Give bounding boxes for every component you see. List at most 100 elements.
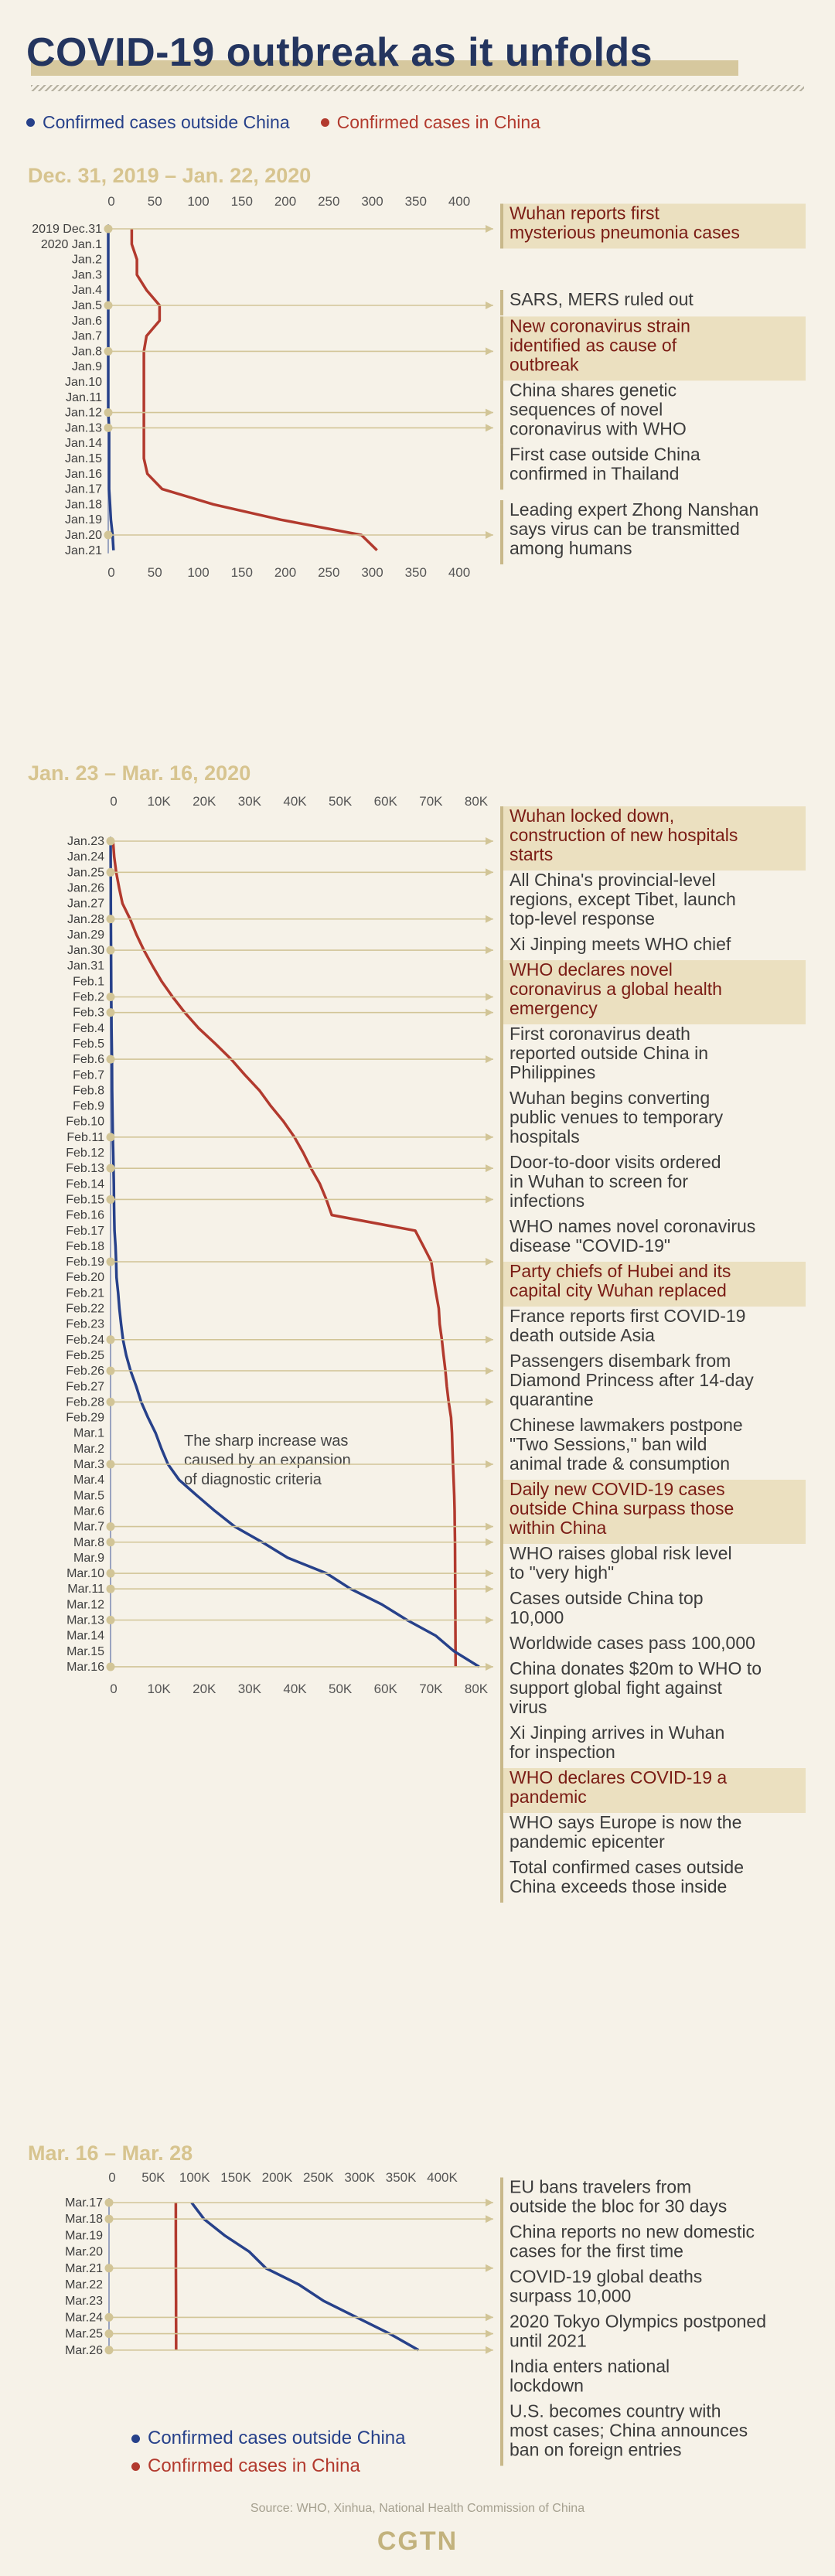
event-bar	[500, 1416, 503, 1480]
date-label: Mar.3	[73, 1458, 104, 1471]
event-marker	[106, 1616, 115, 1624]
x-tick-label: 0	[110, 1682, 117, 1696]
event-marker	[106, 1257, 115, 1266]
event-bar	[500, 960, 503, 1024]
date-label: Mar.15	[66, 1645, 104, 1658]
event-marker	[104, 301, 113, 310]
event-marker	[106, 1008, 115, 1017]
legend-label-outside: Confirmed cases outside China	[43, 112, 290, 132]
panel-2: 0 0 10K 10K 20K 20K 30K 30K 40K 40K 50K 50K 60K 60K 70…	[66, 794, 806, 1903]
x-tick-label: 150	[231, 194, 253, 209]
date-label: Jan.29	[67, 929, 104, 942]
x-tick-label: 10K	[148, 1682, 172, 1696]
event-text: 2020 Tokyo Olympics postponed until 2021	[510, 2312, 766, 2351]
event-bar	[500, 1217, 503, 1262]
x-tick-label: 300	[361, 565, 383, 580]
x-tick-label: 350	[405, 565, 427, 580]
date-label: Feb.16	[66, 1209, 104, 1222]
event-highlight-box	[500, 1262, 806, 1307]
date-label: Feb.26	[66, 1365, 104, 1378]
event-marker	[104, 2214, 114, 2223]
event-text-line: pandemic epicenter	[510, 1831, 665, 1852]
x-tick-label: 100K	[179, 2170, 210, 2185]
event-text-line: First coronavirus death	[510, 1024, 690, 1044]
event-text-line: France reports first COVID-19	[510, 1306, 745, 1326]
legend-top: Confirmed cases outside China Confirmed …	[26, 112, 540, 133]
event-text: First case outside China confirmed in Tha…	[510, 444, 700, 483]
date-label: Mar.18	[65, 2213, 103, 2226]
date-label: Jan.25	[67, 866, 104, 879]
event-highlight-box	[500, 806, 806, 871]
date-label: Feb.22	[66, 1303, 104, 1316]
legend-item-outside: Confirmed cases outside China	[26, 112, 290, 133]
date-label: Mar.6	[73, 1504, 104, 1518]
event-text: Worldwide cases pass 100,000	[510, 1633, 755, 1653]
date-label: Jan.4	[72, 284, 102, 297]
event-highlight-box	[500, 316, 806, 381]
date-label: Mar.22	[65, 2278, 103, 2291]
event-bar	[500, 316, 503, 381]
date-label: Feb.2	[73, 991, 104, 1004]
event-text-line: top-level response	[510, 908, 655, 929]
event-arrow	[486, 993, 493, 1001]
date-label: Mar.23	[65, 2295, 103, 2308]
event-arrow	[486, 2346, 493, 2354]
event-text-line: Wuhan begins converting	[510, 1088, 710, 1108]
date-label: Jan.11	[66, 391, 102, 404]
event-text-line: among humans	[510, 538, 632, 558]
date-label: Mar.21	[65, 2262, 103, 2275]
date-label: Jan.31	[67, 959, 104, 973]
date-label: Feb.28	[66, 1395, 104, 1409]
date-label: Feb.29	[66, 1412, 104, 1425]
date-label: 2020 Jan.1	[41, 238, 102, 251]
event-arrow	[486, 1335, 493, 1344]
event-text-line: regions, except Tibet, launch	[510, 889, 736, 909]
event-text: Wuhan locked down, construction of new ho…	[510, 806, 738, 864]
date-label: Feb.7	[73, 1068, 104, 1082]
legend-item-china: Confirmed cases in China	[320, 112, 540, 133]
event-bar	[500, 1858, 503, 1903]
event-arrow	[486, 2264, 493, 2272]
x-tick-label: 20K	[193, 1682, 216, 1696]
event-bar	[500, 1307, 503, 1351]
date-label: Feb.20	[66, 1271, 104, 1284]
event-marker	[106, 1397, 115, 1406]
x-tick-label: 100	[187, 565, 209, 580]
event-text: WHO says Europe is now the pandemic epice…	[510, 1812, 741, 1852]
event-marker	[104, 346, 113, 356]
event-text-line: most cases; China announces	[510, 2421, 748, 2441]
event-text-line: public venues to temporary	[510, 1107, 724, 1127]
x-tick-label: 200	[274, 194, 296, 209]
event-arrow	[486, 1133, 493, 1141]
event-bar	[500, 290, 503, 315]
event-text-line: capital city Wuhan replaced	[510, 1280, 727, 1300]
date-label: Mar.25	[65, 2328, 103, 2341]
event-bar	[500, 1589, 503, 1634]
event-marker	[104, 2346, 114, 2355]
date-label: Jan.26	[67, 881, 104, 894]
date-label: Jan.2	[72, 254, 102, 267]
event-bar	[500, 2312, 503, 2357]
event-text-line: sequences of novel	[510, 399, 663, 419]
date-label: Feb.25	[66, 1349, 104, 1362]
date-label: Feb.13	[66, 1162, 104, 1175]
event-text-line: WHO raises global risk level	[510, 1543, 732, 1563]
event-arrow	[486, 302, 493, 309]
event-marker	[106, 1335, 115, 1344]
event-arrow	[486, 1616, 493, 1624]
event-text-line: China shares genetic	[510, 380, 677, 400]
date-label: Mar.14	[66, 1630, 104, 1643]
event-arrow	[486, 347, 493, 356]
event-text-line: Door-to-door visits ordered	[510, 1152, 721, 1172]
event-marker	[106, 1538, 115, 1547]
annotation-line: The sharp increase was	[184, 1433, 348, 1450]
x-tick-label: 0	[110, 794, 117, 809]
series-line-outside	[190, 2201, 420, 2352]
date-label: 2019 Dec.31	[32, 223, 102, 236]
event-bar	[500, 1634, 503, 1659]
legend-bottom-label-outside: Confirmed cases outside China	[148, 2428, 406, 2448]
section-title-2: Jan. 23 – Mar. 16, 2020	[28, 762, 251, 785]
event-bar	[500, 1768, 503, 1813]
panel-3: 0 50K 100K 150K 200K 250K 300K 350K 400K Mar.17 Ma…	[65, 2170, 766, 2466]
event-text-line: Wuhan reports first	[510, 203, 659, 223]
